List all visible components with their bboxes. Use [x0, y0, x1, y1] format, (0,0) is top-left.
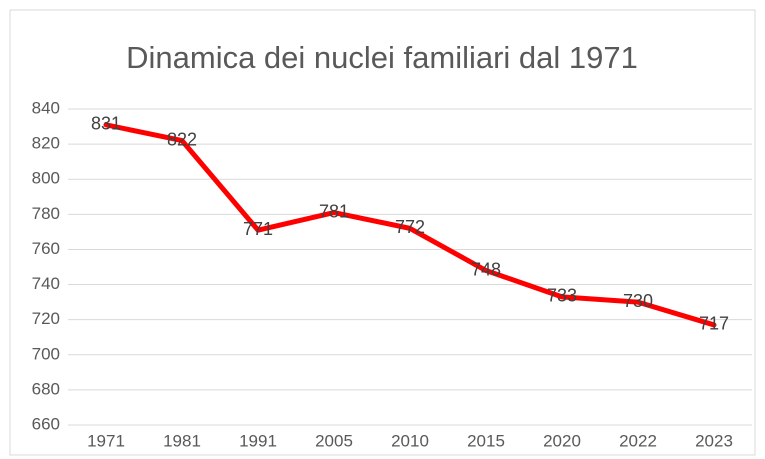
y-tick-label: 680 [32, 379, 60, 398]
y-tick-label: 700 [32, 344, 60, 363]
x-tick-label: 2022 [619, 431, 657, 450]
data-label: 772 [395, 217, 425, 237]
x-tick-label: 2023 [695, 431, 733, 450]
data-label: 781 [319, 201, 349, 221]
y-tick-label: 740 [32, 274, 60, 293]
data-label: 822 [167, 129, 197, 149]
x-tick-label: 1971 [87, 431, 125, 450]
y-tick-label: 660 [32, 414, 60, 433]
y-tick-label: 760 [32, 239, 60, 258]
data-label: 831 [91, 114, 121, 134]
y-tick-label: 820 [32, 134, 60, 153]
data-label: 730 [623, 291, 653, 311]
chart-border [9, 9, 756, 456]
x-tick-label: 2010 [391, 431, 429, 450]
x-tick-label: 1991 [239, 431, 277, 450]
data-label: 771 [243, 219, 273, 239]
chart-title: Dinamica dei nuclei familiari dal 1971 [126, 40, 638, 75]
x-tick-label: 2005 [315, 431, 353, 450]
data-line [103, 122, 717, 328]
data-label: 748 [471, 259, 501, 279]
data-label: 717 [699, 314, 729, 334]
x-tick-label: 1981 [163, 431, 201, 450]
data-label: 733 [547, 286, 577, 306]
y-tick-label: 780 [32, 204, 60, 223]
y-tick-label: 720 [32, 309, 60, 328]
x-tick-label: 2015 [467, 431, 505, 450]
x-tick-label: 2020 [543, 431, 581, 450]
y-tick-label: 800 [32, 169, 60, 188]
y-tick-label: 840 [32, 98, 60, 117]
